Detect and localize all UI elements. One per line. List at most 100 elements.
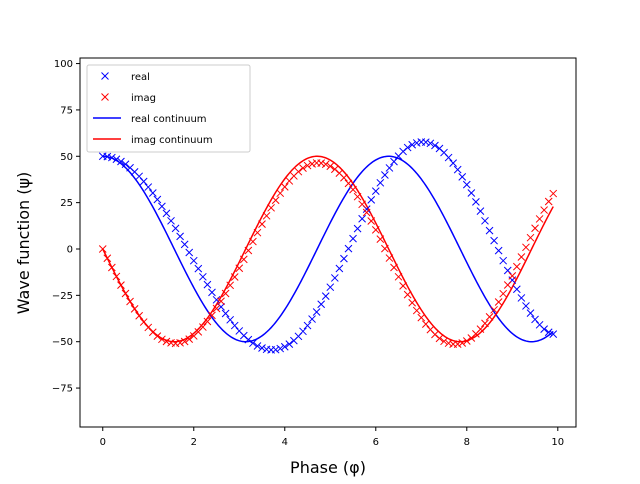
imag-marker: [485, 313, 494, 321]
imag-marker: [176, 338, 184, 347]
imag-marker: [549, 189, 558, 198]
imag-marker: [535, 215, 544, 223]
y-tick-label: 50: [60, 152, 73, 163]
imag-marker: [540, 206, 549, 214]
imag-marker: [517, 253, 526, 261]
imag-marker: [217, 297, 225, 306]
x-tick-label: 4: [282, 437, 288, 448]
real-marker: [390, 157, 398, 166]
ticks-layer: 0 2 4 6 8 10 −75 −50 −25 0 25 50 75 100: [52, 59, 564, 448]
imag-marker: [294, 167, 303, 176]
real-marker: [503, 266, 512, 275]
real-marker: [358, 214, 366, 223]
real-marker: [467, 189, 476, 197]
real-marker: [285, 340, 294, 348]
real-marker: [121, 160, 130, 169]
real-marker: [271, 345, 280, 354]
imag-marker: [153, 332, 162, 340]
imag-marker: [522, 243, 530, 252]
plot-layer: [98, 138, 558, 354]
y-tick-label: −25: [52, 291, 73, 302]
real-marker: [139, 177, 148, 186]
x-tick-label: 8: [464, 437, 470, 448]
real-marker: [421, 138, 430, 147]
imag-marker: [444, 339, 453, 348]
legend-entry-imag: imag: [101, 93, 156, 104]
imag-marker: [417, 313, 426, 322]
real-marker: [321, 292, 330, 300]
imag-marker: [212, 304, 221, 313]
imag-marker: [508, 272, 517, 280]
real-marker: [258, 344, 266, 352]
real-marker: [517, 294, 526, 302]
imag-marker: [199, 323, 207, 331]
imag-marker: [299, 164, 307, 172]
real-marker: [221, 309, 230, 318]
real-marker: [280, 342, 289, 351]
real-marker: [330, 274, 339, 282]
real-marker: [340, 254, 348, 263]
legend-box: [86, 64, 251, 153]
real-marker: [494, 246, 503, 255]
real-marker: [490, 236, 498, 245]
real-marker: [226, 315, 235, 324]
imag-marker: [208, 311, 216, 320]
imag-marker: [490, 305, 498, 314]
imag-marker: [367, 217, 376, 225]
imag-marker: [267, 203, 275, 212]
imag-marker: [139, 318, 148, 326]
imag-marker: [458, 339, 467, 347]
imag-marker: [531, 224, 539, 233]
real-marker: [176, 232, 184, 241]
axes-frame: [79, 57, 577, 428]
imag-marker: [162, 337, 171, 346]
real-marker: [103, 152, 112, 161]
real-marker: [481, 216, 489, 225]
real-marker: [244, 335, 253, 344]
real-marker: [153, 195, 162, 204]
imag-marker: [180, 337, 189, 346]
real-marker: [431, 141, 439, 150]
imag-marker: [440, 337, 448, 346]
imag-marker: [103, 254, 112, 263]
imag-marker: [262, 211, 271, 220]
y-tick-label: 75: [60, 105, 73, 116]
real-marker: [189, 256, 198, 265]
real-marker: [112, 155, 121, 164]
legend-marker-real: [101, 72, 109, 80]
imag-marker: [258, 220, 266, 228]
real-marker: [212, 295, 221, 304]
real-marker: [385, 164, 394, 172]
legend: real imag real continuum imag continuum: [86, 64, 251, 153]
real-marker: [276, 344, 285, 353]
real-marker: [299, 327, 307, 336]
real-marker: [303, 321, 312, 330]
real-marker: [376, 178, 385, 187]
real-marker: [349, 234, 357, 243]
legend-marker-imag: [101, 93, 109, 101]
imag-marker: [121, 289, 130, 298]
real-marker: [371, 187, 380, 195]
real-marker: [148, 189, 157, 197]
imag-marker: [107, 263, 116, 272]
real-marker: [453, 165, 462, 174]
real-marker: [167, 216, 175, 225]
imag-marker: [349, 185, 357, 194]
real-marker: [526, 309, 535, 318]
imag-marker: [390, 263, 398, 272]
y-tick-label: −75: [52, 384, 73, 395]
imag-marker: [526, 233, 535, 242]
real-marker: [412, 139, 421, 147]
imag-marker: [358, 200, 366, 209]
real-marker: [230, 321, 239, 330]
imag-marker: [239, 255, 248, 264]
imag-marker: [394, 272, 403, 281]
real-marker: [472, 198, 480, 206]
imag-marker: [499, 289, 508, 298]
imag-marker: [503, 281, 512, 289]
imag-marker: [476, 325, 485, 333]
x-tick-label: 6: [373, 437, 379, 448]
imag-marker: [126, 297, 134, 306]
real-marker: [462, 180, 471, 189]
